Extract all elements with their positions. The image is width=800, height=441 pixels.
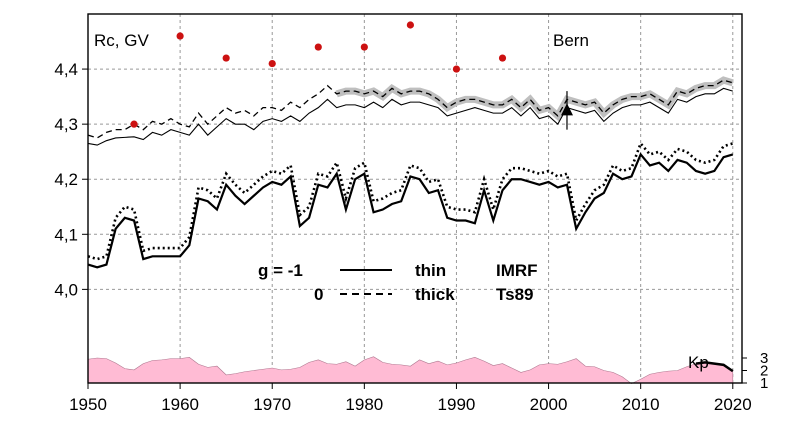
axis-ticks: 1950 1960 1970 1980 1990 2000 2010 2020 4,0 4,1 4,… (54, 60, 768, 414)
kp-recent-line (695, 361, 734, 373)
red-dot (222, 54, 230, 62)
x-tick-label: 1950 (69, 395, 107, 414)
red-dot (176, 32, 184, 40)
kp-area (87, 356, 734, 384)
legend-row2-field: Ts89 (496, 285, 534, 304)
y-tick-label: 4,2 (54, 170, 78, 189)
y-tick-label: 4,0 (54, 280, 78, 299)
red-dot (452, 65, 461, 73)
series-lines (87, 76, 734, 269)
plot-frame (87, 13, 743, 384)
red-dot (268, 59, 276, 68)
x-tick-label: 1970 (253, 395, 291, 414)
ts89-thick-band (335, 76, 734, 122)
x-tick-label: 2000 (530, 395, 568, 414)
triangle-icon (560, 103, 573, 116)
series-line-thin-solid (87, 87, 733, 146)
x-tick-label: 1990 (438, 395, 476, 414)
legend-row2-g: 0 (314, 285, 323, 304)
triangle-marker (560, 91, 573, 130)
kp-area-fill (87, 356, 734, 384)
y-tick-label: 4,4 (54, 60, 78, 79)
y-tick-label: 4,3 (54, 115, 78, 134)
x-tick-label: 1960 (161, 395, 199, 414)
kp-tick-label: 3 (760, 350, 768, 367)
series-line-thick-solid (87, 152, 734, 269)
red-dot (360, 43, 368, 51)
x-tick-label: 1980 (345, 395, 383, 414)
red-dot (314, 43, 322, 51)
red-dots (130, 21, 507, 128)
legend: g = -1 thin IMRF 0 thick Ts89 (258, 261, 538, 304)
series-line-thin-dashed (87, 79, 733, 139)
kp-tick-label: 1 (760, 375, 768, 392)
kp-tick-label: 2 (760, 363, 768, 380)
red-dot (406, 21, 414, 29)
kp-label: Kp (688, 353, 709, 372)
red-dot (130, 120, 138, 128)
grid-lines (88, 14, 742, 383)
legend-row1-model: thin (415, 261, 446, 280)
station-label: Bern (553, 31, 589, 50)
y-tick-label: 4,1 (54, 225, 78, 244)
legend-row1-g: g = -1 (258, 261, 303, 280)
y-axis-label: Rc, GV (94, 31, 149, 50)
legend-row2-model: thick (415, 285, 455, 304)
red-dot (498, 54, 507, 62)
series-line-thick-dotted (87, 140, 734, 261)
x-tick-label: 2010 (622, 395, 660, 414)
x-tick-label: 2020 (714, 395, 752, 414)
legend-row1-field: IMRF (496, 261, 538, 280)
